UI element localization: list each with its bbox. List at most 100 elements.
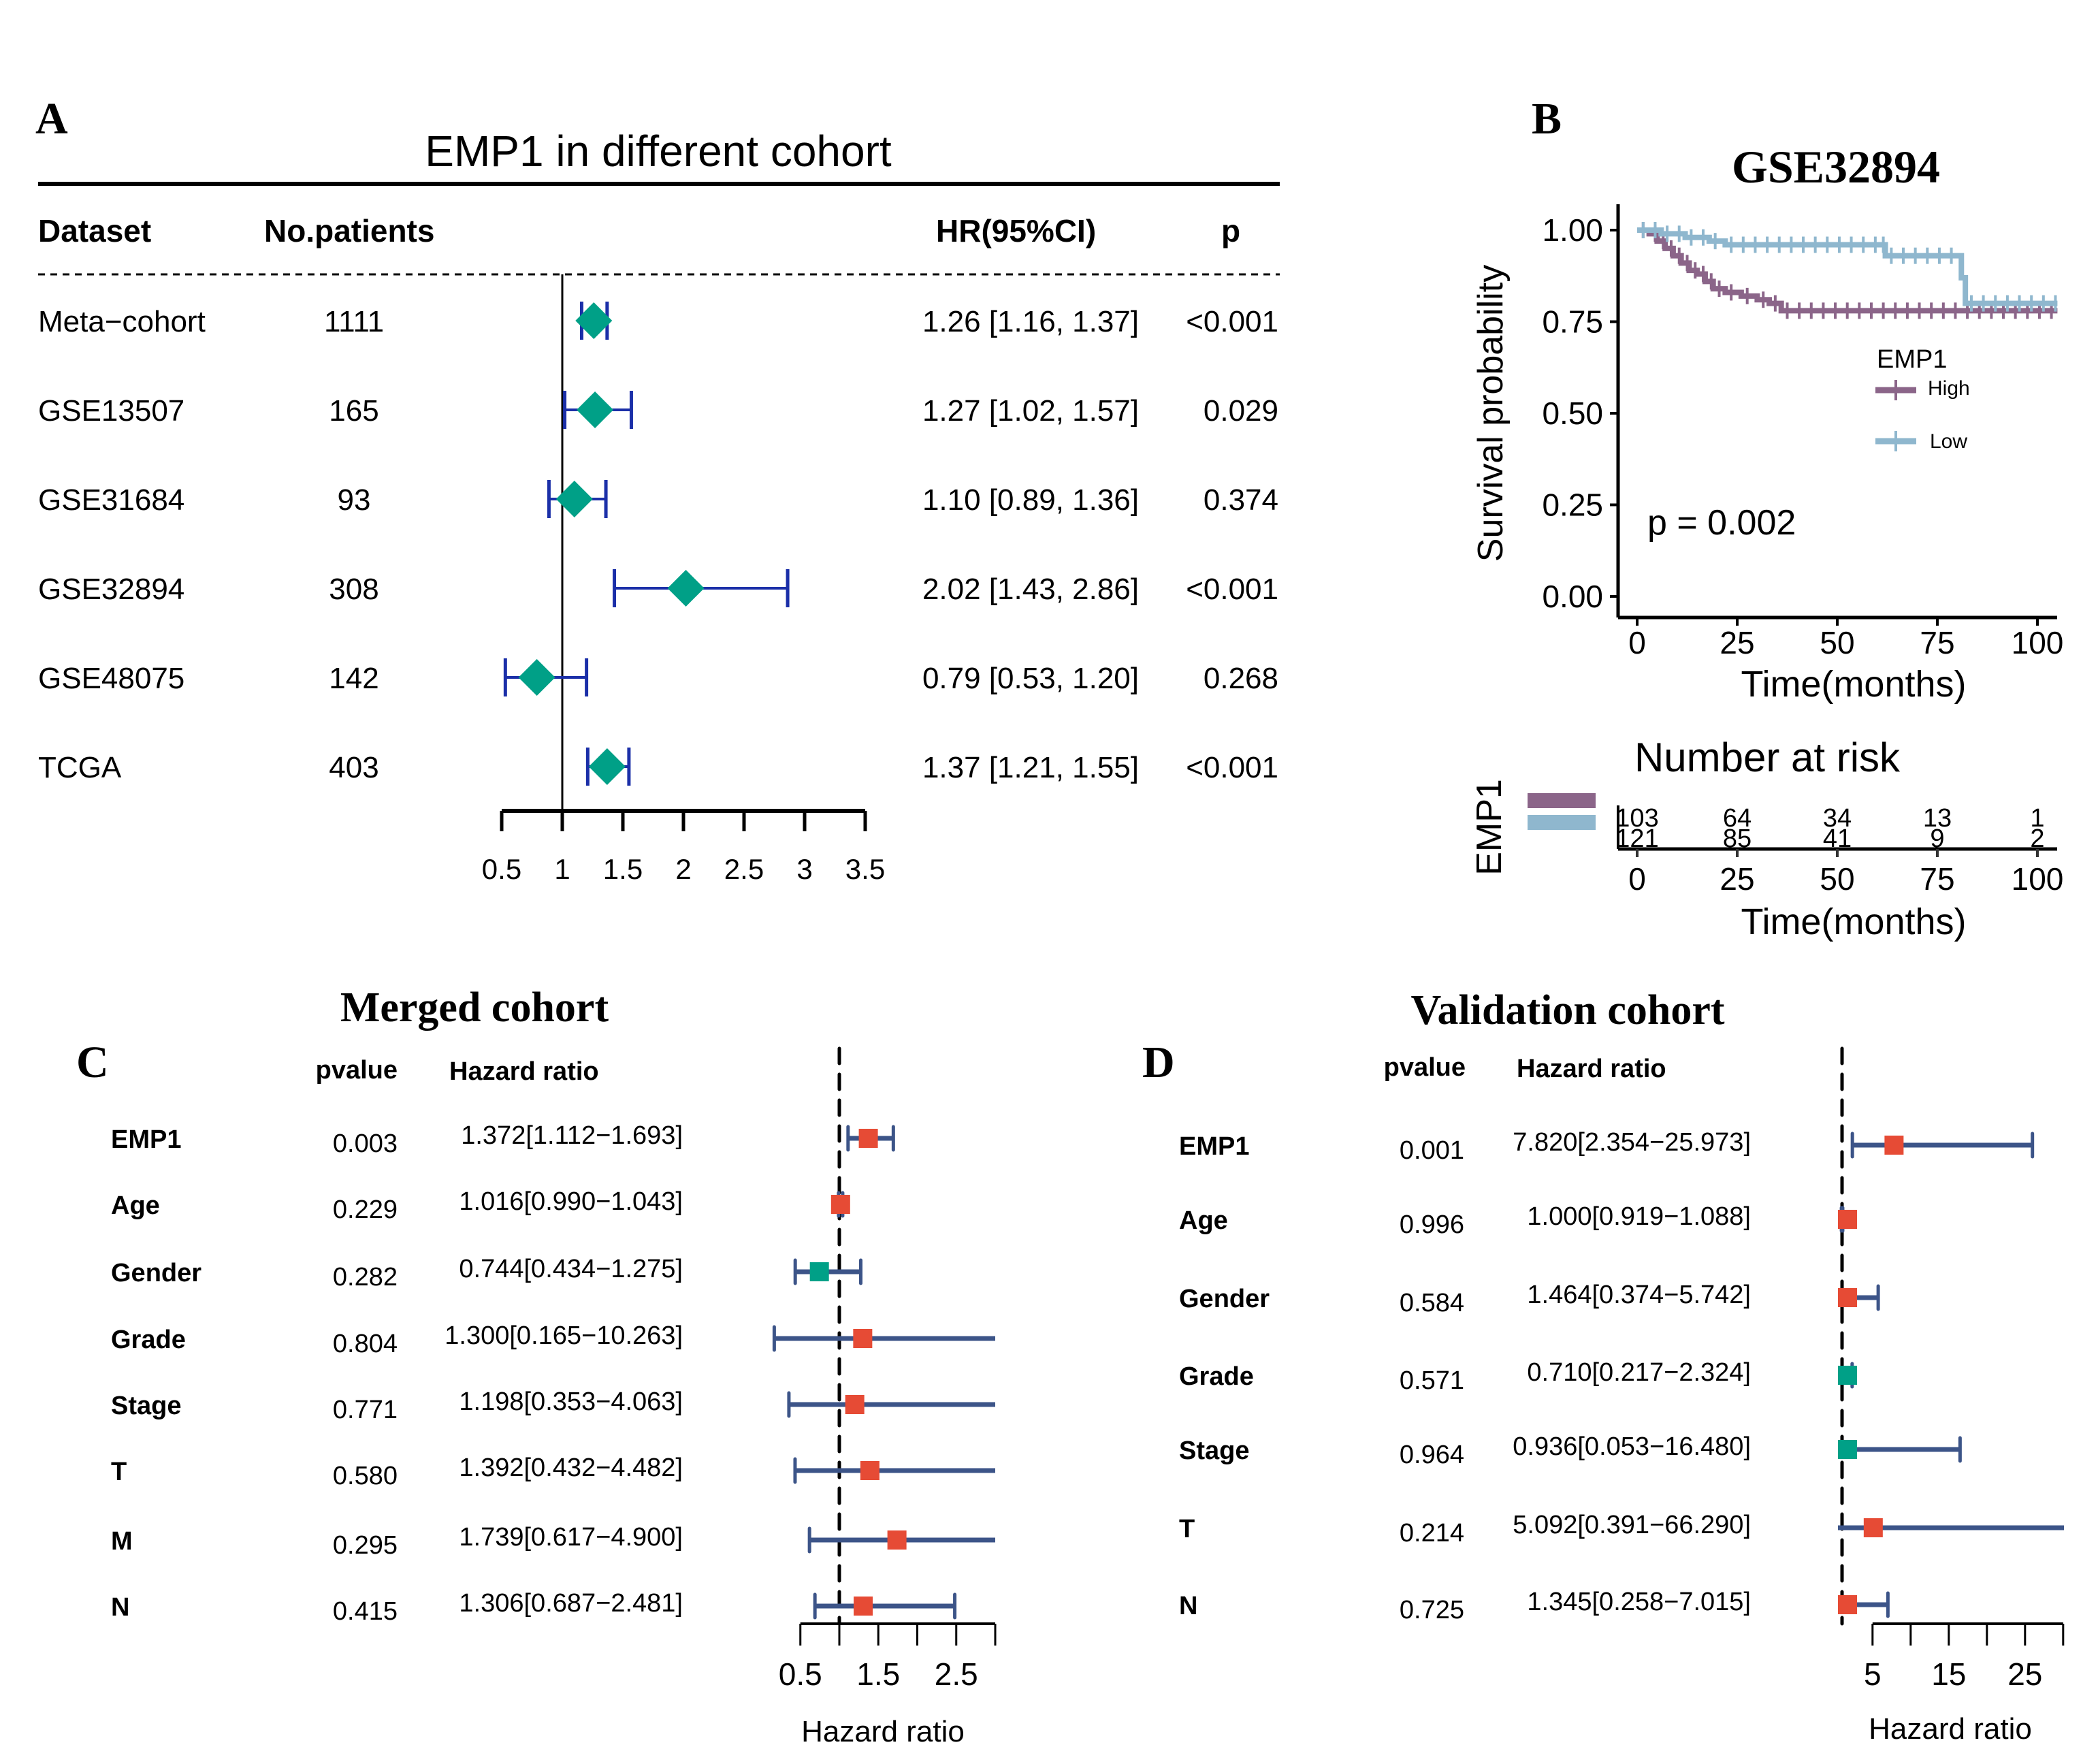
- risk-count: 13: [1923, 804, 1952, 833]
- patients-value: 142: [329, 662, 378, 695]
- hr-ci-value: 0.710[0.217−2.324]: [1527, 1358, 1751, 1387]
- x-tick-label: 50: [1820, 625, 1854, 660]
- risk-strata-swatch-high: [1528, 793, 1596, 808]
- hr-ci-value: 1.464[0.374−5.742]: [1527, 1281, 1751, 1309]
- risk-count: 34: [1823, 804, 1852, 833]
- panel-b-legend: EMP1 High Low: [1875, 345, 1970, 453]
- hr-diamond: [555, 481, 593, 517]
- variable-label: Stage: [1179, 1437, 1249, 1465]
- pvalue-value: 0.295: [333, 1531, 398, 1560]
- variable-label: M: [111, 1527, 133, 1556]
- patients-value: 403: [329, 751, 378, 784]
- p-value: <0.001: [1186, 573, 1278, 606]
- dataset-label: GSE13507: [38, 394, 184, 428]
- risk-count: 64: [1723, 804, 1752, 833]
- hr-ci-value: 0.936[0.053−16.480]: [1513, 1432, 1751, 1461]
- panel-d-forest-plot: Validation cohort pvalue Hazard ratio Ha…: [1179, 987, 2065, 1746]
- panel-b-ylabel: Survival probability: [1471, 265, 1511, 562]
- header-p: p: [1221, 213, 1240, 248]
- variable-label: Grade: [1179, 1362, 1254, 1391]
- risk-table: Number at risk EMP1 Time(months) 103 64 34…: [1470, 735, 2063, 942]
- variable-label: EMP1: [111, 1125, 181, 1154]
- x-tick-label: 100: [2012, 625, 2064, 660]
- pvalue-value: 0.571: [1400, 1366, 1464, 1395]
- hr-ci-value: 1.372[1.112−1.693]: [461, 1121, 683, 1150]
- hr-ci-value: 1.10 [0.89, 1.36]: [922, 483, 1139, 517]
- patients-value: 165: [329, 394, 378, 428]
- hr-ci-value: 1.37 [1.21, 1.55]: [922, 751, 1139, 784]
- variable-label: T: [111, 1458, 127, 1486]
- hr-diamond: [518, 659, 555, 696]
- hr-square: [830, 1195, 850, 1214]
- hr-ci-value: 1.739[0.617−4.900]: [459, 1523, 683, 1552]
- dataset-label: Meta−cohort: [38, 305, 206, 338]
- x-tick-label: 5: [1864, 1656, 1882, 1692]
- hr-diamond: [577, 391, 614, 428]
- hr-square: [1838, 1440, 1857, 1459]
- hr-square: [809, 1262, 829, 1281]
- x-tick-label: 2.5: [935, 1656, 978, 1692]
- hr-ci-value: 2.02 [1.43, 2.86]: [922, 573, 1139, 606]
- censor-marks-low: [1641, 222, 2057, 312]
- x-tick-label: 0.5: [779, 1656, 822, 1692]
- hr-square: [887, 1530, 907, 1550]
- p-value: <0.001: [1186, 751, 1278, 784]
- x-tick-label: 3.5: [845, 853, 885, 885]
- x-tick-label: 2.5: [724, 853, 764, 885]
- hr-ci-value: 1.000[0.919−1.088]: [1527, 1202, 1751, 1231]
- p-value: 0.374: [1204, 483, 1278, 517]
- variable-label: Grade: [111, 1326, 186, 1354]
- hr-square: [860, 1461, 879, 1480]
- x-tick-label: 1.5: [856, 1656, 900, 1692]
- hr-ci-value: 1.26 [1.16, 1.37]: [922, 305, 1139, 338]
- pvalue-value: 0.580: [333, 1462, 398, 1490]
- panel-d-title: Validation cohort: [1410, 987, 1724, 1033]
- header-dataset: Dataset: [38, 213, 151, 248]
- hr-square: [1838, 1210, 1857, 1229]
- risk-count: 103: [1615, 804, 1658, 833]
- pvalue-value: 0.584: [1400, 1289, 1464, 1317]
- y-tick-label: 0.00: [1542, 579, 1603, 614]
- hr-square: [1838, 1366, 1857, 1385]
- header-patients: No.patients: [264, 213, 434, 248]
- pvalue-value: 0.003: [333, 1129, 398, 1158]
- x-tick-label: 0.5: [482, 853, 521, 885]
- risk-table-title: Number at risk: [1634, 735, 1901, 780]
- hr-square: [858, 1129, 878, 1148]
- hr-square: [1838, 1288, 1857, 1307]
- panel-d-header-pvalue: pvalue: [1384, 1053, 1466, 1082]
- panel-b-pvalue: p = 0.002: [1647, 503, 1796, 543]
- panel-b-title: GSE32894: [1732, 141, 1940, 193]
- x-tick-label: 1: [554, 853, 570, 885]
- hr-ci-value: 7.820[2.354−25.973]: [1513, 1128, 1751, 1157]
- pvalue-value: 0.214: [1400, 1519, 1464, 1547]
- patients-value: 93: [338, 483, 371, 517]
- pvalue-value: 0.282: [333, 1263, 398, 1292]
- x-tick-label: 0: [1628, 625, 1646, 660]
- hr-ci-value: 1.198[0.353−4.063]: [459, 1388, 683, 1416]
- patients-value: 308: [329, 573, 378, 606]
- risk-count: 2: [2030, 824, 2044, 853]
- variable-label: N: [111, 1593, 129, 1622]
- hr-square: [853, 1329, 873, 1348]
- hr-square: [1884, 1136, 1904, 1155]
- dataset-label: GSE48075: [38, 662, 184, 695]
- hr-square: [854, 1597, 873, 1616]
- hr-diamond: [667, 570, 705, 607]
- x-tick-label: 75: [1920, 625, 1954, 660]
- risk-x-tick-label: 100: [2012, 861, 2064, 897]
- risk-table-strata-label: EMP1: [1470, 779, 1509, 876]
- risk-x-tick-label: 50: [1820, 861, 1854, 897]
- y-tick-label: 0.50: [1542, 396, 1603, 431]
- variable-label: Age: [1179, 1206, 1228, 1235]
- dataset-label: GSE31684: [38, 483, 184, 517]
- pvalue-value: 0.725: [1400, 1596, 1464, 1624]
- panel-letter-c: C: [76, 1038, 109, 1087]
- hr-square: [1863, 1518, 1883, 1537]
- panel-d-header-hr: Hazard ratio: [1517, 1055, 1666, 1083]
- hr-square: [845, 1395, 865, 1414]
- hr-ci-value: 1.27 [1.02, 1.57]: [922, 394, 1139, 428]
- pvalue-value: 0.415: [333, 1597, 398, 1626]
- variable-label: N: [1179, 1592, 1197, 1620]
